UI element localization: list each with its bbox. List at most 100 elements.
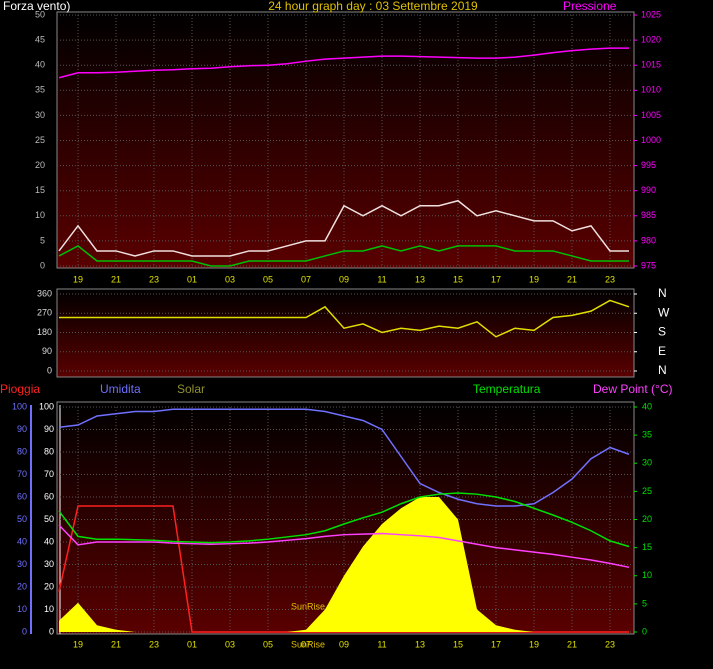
x-tick-label: 23 — [149, 274, 159, 284]
y2-tick-label: 995 — [641, 160, 656, 170]
y-tick-label: 10 — [44, 604, 54, 614]
x-tick-label: 07 — [301, 639, 311, 649]
x-tick-label: 23 — [149, 639, 159, 649]
y-tick-label: 90 — [44, 424, 54, 434]
y-tick-label: 0 — [40, 260, 45, 270]
x-tick-label: 23 — [605, 639, 615, 649]
y2-tick-label: S — [658, 325, 666, 339]
y2-tick-label: N — [658, 363, 667, 377]
x-tick-label: 21 — [111, 274, 121, 284]
y-tick-label: 30 — [35, 110, 45, 120]
legend-entry: Pressione — [563, 0, 617, 13]
x-tick-label: 05 — [263, 274, 273, 284]
x-tick-label: 05 — [263, 639, 273, 649]
y2-tick-label: 1020 — [641, 34, 661, 44]
y-tick-label: 25 — [35, 135, 45, 145]
y-tick-label: 60 — [17, 491, 27, 501]
x-tick-label: 13 — [415, 639, 425, 649]
x-tick-label: 21 — [111, 639, 121, 649]
legend-entry: Temperatura — [473, 382, 541, 396]
y-tick-label: 80 — [17, 446, 27, 456]
y-tick-label: 270 — [37, 308, 52, 318]
x-tick-label: 15 — [453, 639, 463, 649]
y-tick-label: 50 — [44, 514, 54, 524]
series-line — [58, 245, 629, 267]
y-tick-label: 100 — [39, 401, 54, 411]
x-tick-label: 19 — [73, 639, 83, 649]
x-tick-label: 11 — [377, 274, 386, 284]
y-tick-label: 20 — [17, 581, 27, 591]
y2-tick-label: 1025 — [641, 9, 661, 19]
x-tick-label: 11 — [377, 639, 386, 649]
x-tick-label: 03 — [225, 274, 235, 284]
y2-tick-label: N — [658, 286, 667, 300]
y2-tick-label: 0 — [642, 626, 647, 636]
legend-entry: Solar — [177, 382, 205, 396]
x-tick-label: 09 — [339, 274, 349, 284]
chart-title: 24 hour graph day : 03 Settembre 2019 — [268, 0, 478, 13]
y-tick-label: 70 — [17, 469, 27, 479]
x-tick-label: 17 — [491, 274, 501, 284]
y-tick-label: 20 — [35, 160, 45, 170]
y2-tick-label: 20 — [642, 514, 652, 524]
y2-tick-label: 1015 — [641, 60, 661, 70]
y-tick-label: 30 — [44, 559, 54, 569]
y-tick-label: 90 — [42, 346, 52, 356]
x-tick-label: 17 — [491, 639, 501, 649]
y2-tick-label: E — [658, 344, 666, 358]
legend-entry: Pioggia — [0, 382, 40, 396]
legend-entry: Forza vento) — [3, 0, 70, 13]
series-line — [58, 408, 630, 507]
y2-tick-label: 35 — [642, 430, 652, 440]
x-tick-label: 21 — [567, 639, 577, 649]
y2-tick-label: 15 — [642, 542, 652, 552]
y-tick-label: 0 — [49, 626, 54, 636]
y2-tick-label: 990 — [641, 185, 656, 195]
y-tick-label: 5 — [40, 235, 45, 245]
y2-tick-label: 980 — [641, 235, 656, 245]
y-tick-label: 360 — [37, 288, 52, 298]
y-tick-label: 90 — [17, 424, 27, 434]
y-tick-label: 40 — [44, 536, 54, 546]
x-tick-label: 19 — [529, 639, 539, 649]
y-tick-label: 45 — [35, 34, 45, 44]
y-tick-label: 70 — [44, 469, 54, 479]
x-tick-label: 01 — [187, 274, 197, 284]
y-tick-label: 15 — [35, 185, 45, 195]
legend-entry: Dew Point (°C) — [593, 382, 672, 396]
y-tick-label: 10 — [17, 604, 27, 614]
y2-tick-label: 5 — [642, 598, 647, 608]
x-tick-label: 15 — [453, 274, 463, 284]
y-tick-label: 40 — [17, 536, 27, 546]
y2-tick-label: 1005 — [641, 110, 661, 120]
x-tick-label: 01 — [187, 639, 197, 649]
y-tick-label: 50 — [35, 9, 45, 19]
y2-tick-label: 1000 — [641, 135, 661, 145]
x-tick-label: 03 — [225, 639, 235, 649]
y-tick-label: 60 — [44, 491, 54, 501]
y-tick-label: 10 — [35, 210, 45, 220]
y-tick-label: 80 — [44, 446, 54, 456]
solar-area — [59, 497, 629, 632]
x-tick-label: 19 — [73, 274, 83, 284]
x-tick-label: 09 — [339, 639, 349, 649]
panel-temp — [56, 401, 635, 635]
y2-tick-label: 25 — [642, 486, 652, 496]
y-tick-label: 40 — [35, 60, 45, 70]
x-tick-label: 21 — [567, 274, 577, 284]
y2-tick-label: 1010 — [641, 85, 661, 95]
legend-entry: Umidita — [100, 382, 141, 396]
series-line — [58, 47, 629, 79]
y2-tick-label: W — [658, 305, 670, 319]
y2-tick-label: 30 — [642, 458, 652, 468]
y2-tick-label: 10 — [642, 570, 652, 580]
y-tick-label: 180 — [37, 327, 52, 337]
series-line — [58, 524, 630, 569]
x-tick-label: 19 — [529, 274, 539, 284]
y2-tick-label: 975 — [641, 260, 656, 270]
series-line — [58, 492, 630, 548]
y-tick-label: 50 — [17, 514, 27, 524]
y-tick-label: 0 — [47, 365, 52, 375]
y-tick-label: 0 — [22, 626, 27, 636]
